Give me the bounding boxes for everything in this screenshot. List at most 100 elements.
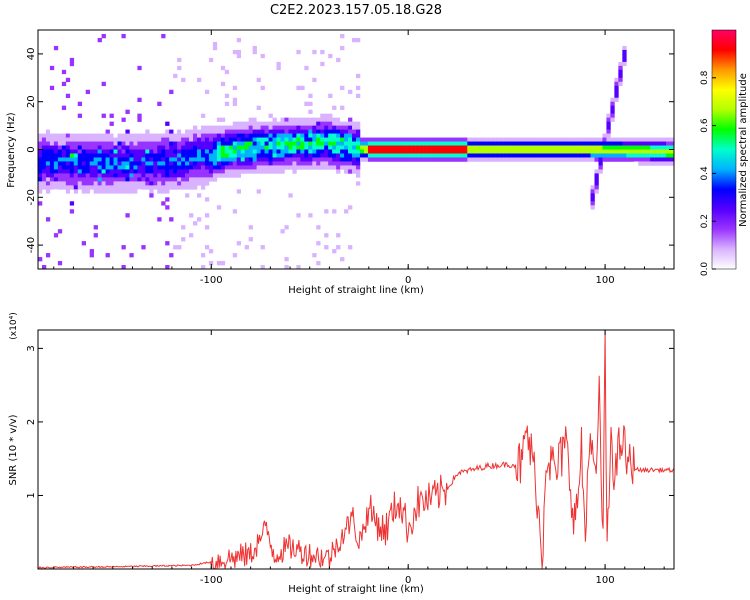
spectrogram-cell — [208, 153, 214, 158]
spectrogram-cell — [117, 145, 122, 150]
spectrogram-cell — [177, 161, 182, 166]
spectrogram-cell — [308, 141, 313, 146]
spectrogram-cell — [65, 177, 71, 182]
spectrogram-cell — [93, 225, 98, 230]
spectrogram-cell — [260, 53, 265, 59]
spectrogram-cell — [642, 145, 647, 150]
spectrogram-cell — [240, 145, 245, 150]
spectrogram-cell — [439, 137, 444, 142]
spectrogram-cell — [256, 133, 261, 138]
spectrogram-cell — [276, 65, 281, 71]
spectrogram-cell — [81, 173, 86, 178]
spectrogram-cell — [574, 141, 579, 146]
spectrogram-cell — [161, 177, 166, 182]
spectrogram-cell — [228, 129, 234, 134]
spectrogram-cell — [61, 105, 67, 110]
spectrogram-cell — [534, 141, 540, 146]
spectrogram-cell — [332, 145, 337, 150]
spectrogram-cell — [570, 141, 575, 146]
spectrogram-cell — [518, 157, 524, 162]
spectrogram-cell — [240, 169, 245, 174]
spectrogram-cell — [177, 133, 182, 138]
spectrogram-cell — [149, 133, 154, 138]
spectrogram-cell — [181, 153, 186, 158]
spectrogram-cell — [515, 153, 520, 158]
spectrogram-cell — [81, 149, 86, 154]
spectrogram-cell — [312, 133, 317, 138]
spectrogram-cell — [383, 145, 389, 150]
spectrogram-cell — [61, 181, 67, 186]
spectrogram-cell — [296, 141, 301, 146]
spectrogram-cell — [121, 157, 126, 162]
y-tick-label: 1 — [26, 492, 37, 498]
spectrogram-cell — [244, 145, 249, 150]
spectrogram-cell — [332, 121, 337, 126]
spectrogram-cell — [312, 77, 317, 83]
spectrogram-cell — [185, 193, 190, 198]
spectrogram-cell — [248, 225, 253, 230]
spectrogram-cell — [296, 137, 301, 142]
spectrogram-cell — [38, 153, 43, 158]
spectrogram-cell — [602, 137, 607, 142]
spectrogram-cell — [232, 49, 238, 55]
spectrogram-cell — [200, 161, 206, 166]
spectrogram-cell — [181, 173, 186, 178]
spectrogram-cell — [284, 161, 289, 166]
spectrogram-cell — [105, 137, 110, 142]
spectrogram-cell — [276, 61, 281, 67]
spectrogram-cell — [224, 173, 230, 178]
spectrogram-cell — [93, 137, 98, 142]
spectrogram-cell — [228, 149, 234, 154]
spectrogram-cell — [117, 157, 122, 162]
spectrogram-cell — [248, 133, 253, 138]
spectrogram-cell — [216, 145, 222, 150]
spectrogram-cell — [65, 149, 71, 154]
spectrogram-cell — [650, 153, 655, 158]
spectrogram-cell — [248, 137, 253, 142]
spectrogram-cell — [236, 49, 242, 55]
spectrogram-cell — [328, 153, 333, 158]
spectrogram-cell — [69, 165, 75, 170]
spectrogram-cell — [185, 141, 190, 146]
spectrogram-cell — [391, 141, 397, 146]
spectrogram-cell — [185, 169, 190, 174]
spectrogram-cell — [324, 161, 329, 166]
spectrogram-cell — [220, 169, 226, 174]
spectrogram-cell — [395, 157, 401, 162]
spectrogram-cell — [475, 145, 480, 150]
spectrogram-cell — [197, 157, 202, 162]
spectrogram-cell — [598, 161, 603, 166]
y-tick-label: -40 — [26, 237, 37, 253]
spectrogram-cell — [455, 153, 460, 158]
spectrogram-cell — [109, 137, 114, 142]
spectrogram-cell — [200, 157, 206, 162]
spectrogram-cell — [526, 153, 532, 158]
spectrogram-cell — [89, 141, 94, 146]
spectrogram-cell — [204, 213, 210, 218]
spectrogram-cell — [590, 149, 595, 154]
spectrogram-cell — [41, 161, 47, 166]
spectrogram-cell — [610, 157, 615, 162]
spectrogram-cell — [658, 153, 663, 158]
spectrogram-cell — [582, 141, 587, 146]
spectrogram-cell — [185, 145, 190, 150]
spectrogram-cell — [602, 141, 607, 146]
spectrogram-cell — [578, 149, 583, 154]
spectrogram-cell — [471, 145, 476, 150]
spectrogram-cell — [73, 153, 79, 158]
spectrogram-cell — [348, 145, 353, 150]
spectrogram-cell — [121, 189, 126, 194]
spectrogram-cell — [268, 165, 273, 170]
spectrogram-cell — [248, 121, 253, 126]
spectrogram-cell — [97, 141, 102, 146]
spectrogram-cell — [101, 173, 106, 178]
spectrogram-cell — [256, 141, 261, 146]
spectrogram-cell — [276, 121, 281, 126]
spectrogram-cell — [479, 157, 484, 162]
spectrogram-cell — [292, 153, 297, 158]
spectrogram-cell — [157, 165, 162, 170]
spectrogram-cell — [224, 133, 230, 138]
spectrogram-cell — [324, 125, 329, 130]
spectrogram-cell — [252, 117, 257, 122]
